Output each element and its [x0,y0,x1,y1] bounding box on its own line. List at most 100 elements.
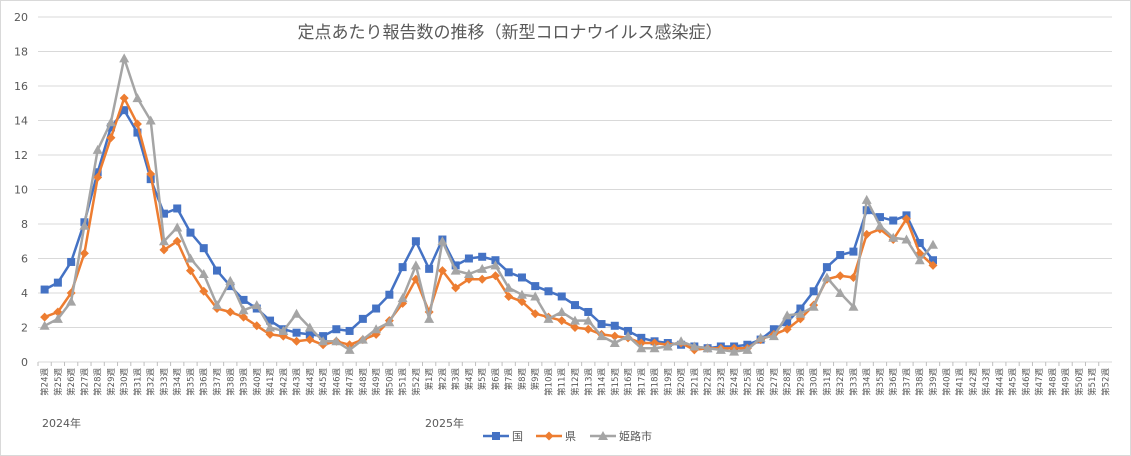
x-tick-label: 第46週 [331,368,342,396]
data-point [821,272,832,282]
x-tick-label: 第44週 [994,368,1005,396]
data-point [40,285,49,294]
data-point [278,325,289,335]
data-point [557,292,566,301]
data-point [40,312,50,322]
x-tick-label: 第26週 [66,368,77,396]
data-point [53,278,62,287]
x-tick-label: 第50週 [1074,368,1085,396]
data-point [782,310,793,320]
x-tick-label: 第35週 [875,368,886,396]
x-tick-label: 第40週 [941,368,952,396]
data-point [199,244,208,253]
x-tick-label: 第42週 [968,368,979,396]
data-point [344,344,355,354]
x-tick-label: 第44週 [305,368,316,396]
data-point [304,322,315,332]
series-group [39,53,938,356]
data-point [106,123,115,132]
data-point [119,93,129,103]
data-point [715,344,726,354]
x-tick-label: 第38週 [225,368,236,396]
y-tick-label: 4 [21,287,28,300]
data-point [198,269,209,279]
data-point [120,106,129,115]
x-tick-label: 第43週 [292,368,303,396]
x-tick-label: 第25週 [53,368,64,396]
data-point [822,263,831,272]
x-tick-label: 第6週 [490,368,501,391]
x-tick-label: 第40週 [252,368,263,396]
x-tick-label: 第46週 [1021,368,1032,396]
x-tick-label: 第35週 [185,368,196,396]
data-point [610,321,619,330]
x-tick-label: 第27週 [79,368,90,396]
data-point [914,255,925,265]
data-point [93,168,102,177]
data-point [371,324,382,334]
x-tick-label: 第2週 [437,368,448,391]
data-point [768,331,779,341]
x-tick-label: 第37週 [901,368,912,396]
x-tick-label: 第52週 [1100,368,1111,396]
data-point [557,316,567,326]
data-point [928,260,938,270]
data-point [133,128,142,137]
x-tick-label: 第30週 [119,368,130,396]
data-point [212,300,222,310]
x-tick-label: 第29週 [795,368,806,396]
data-point [556,306,567,316]
data-point [225,275,236,285]
legend-item: 姫路市 [590,429,652,443]
x-tick-label: 第14週 [597,368,608,396]
data-point [410,260,421,270]
data-point [425,264,434,273]
data-point [450,265,461,275]
data-point [372,304,381,313]
x-tick-label: 第31週 [132,368,143,396]
x-tick-label: 第21週 [689,368,700,396]
data-point [146,169,156,179]
y-tick-label: 16 [14,80,28,93]
data-point [67,257,76,266]
y-tick-label: 18 [14,46,28,59]
data-point [929,256,937,265]
data-point [132,93,143,103]
data-point [490,260,501,270]
legend-marker [492,432,500,440]
data-point [702,343,713,353]
data-point [79,248,89,258]
data-point [66,296,77,306]
data-point [463,269,474,279]
x-tick-label: 第11週 [557,368,568,396]
data-point [862,229,872,239]
data-point [769,325,778,334]
data-point [265,329,275,339]
data-point [597,320,606,329]
data-point [159,209,168,218]
y-axis-ticks: 0 2 4 6 8 10 12 14 16 18 20 [14,11,28,369]
data-point [292,336,302,346]
x-tick-label: 第48週 [358,368,369,396]
x-tick-label: 第45週 [318,368,329,396]
data-point [185,266,195,276]
data-point [491,256,500,265]
x-tick-label: 第31週 [822,368,833,396]
x-tick-label: 第41週 [955,368,966,396]
x-tick-label: 第42週 [278,368,289,396]
x-tick-label: 第51週 [398,368,409,396]
gridlines [38,16,1112,363]
data-point [266,316,275,325]
data-point [689,341,700,351]
x-tick-label: 第45週 [1008,368,1019,396]
data-point [265,322,276,332]
y-tick-label: 0 [21,356,28,369]
data-point [504,291,514,301]
data-point [516,289,527,299]
data-point [490,271,500,281]
data-point [570,323,580,332]
data-point [742,344,753,354]
data-point [226,282,235,291]
data-point [424,313,435,323]
x-tick-label: 第36週 [199,368,210,396]
